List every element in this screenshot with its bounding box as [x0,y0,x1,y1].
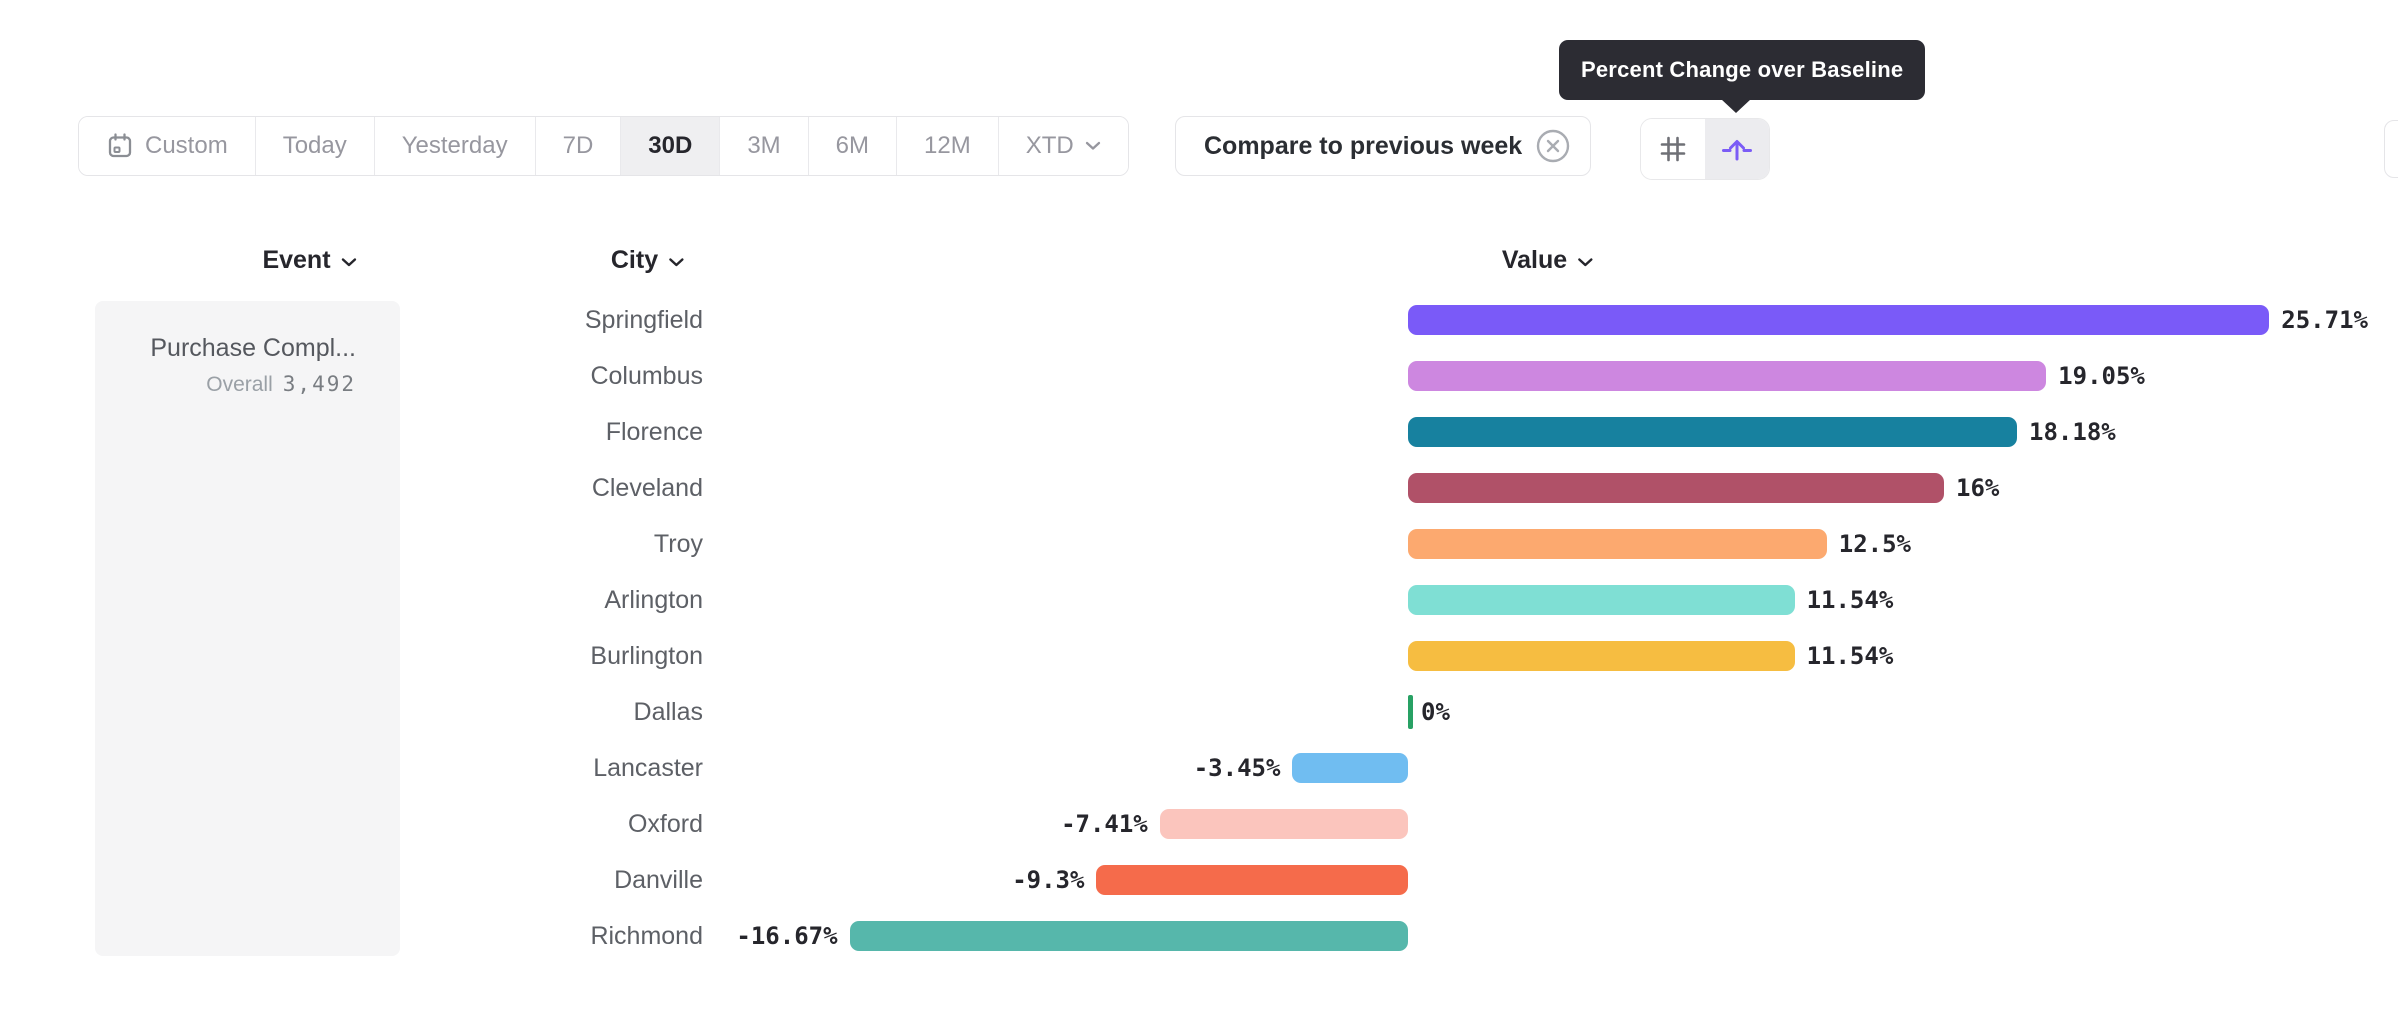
chevron-down-icon [669,257,684,266]
event-card[interactable]: Purchase Compl... Overall 3,492 [95,301,400,956]
chart-row: Dallas 0% [0,684,2398,740]
chart-row: Richmond -16.67% [0,908,2398,964]
bar-springfield[interactable] [1408,305,2270,335]
percent-baseline-arrow-icon [1722,140,1752,161]
city-label: Troy [653,530,703,558]
date-range-12m[interactable]: 12M [897,117,999,175]
chart-row: Troy 12.5% [0,516,2398,572]
value-label: 25.71% [2281,306,2368,334]
city-label: Burlington [590,642,703,670]
city-label: Dallas [633,698,703,726]
bar-chart: Springfield 25.71% Columbus 19.05% Florence 1… [0,292,2398,964]
circle-x-icon[interactable] [1536,129,1570,163]
chart-row: Oxford -7.41% [0,796,2398,852]
column-header-event[interactable]: Event [262,246,357,275]
compare-label: Compare to previous week [1204,131,1523,160]
zero-tick [1408,695,1413,729]
chart-view-toggle [1640,118,1770,180]
event-card-metric-label: Overall [206,373,273,396]
chart-row: Florence 18.18% [0,404,2398,460]
chart-row: Columbus 19.05% [0,348,2398,404]
column-header-event-label: Event [262,246,331,274]
city-label: Springfield [584,306,703,334]
percent-baseline-arrow-icon-button[interactable] [1705,119,1769,179]
value-label: -3.45% [1193,754,1281,782]
city-label: Florence [605,418,703,446]
column-header-value-label: Value [1501,246,1568,274]
event-card-metric: Overall 3,492 [105,369,356,400]
bar-danville[interactable] [1096,865,1408,895]
date-range-yesterday[interactable]: Yesterday [374,117,536,175]
bar-lancaster[interactable] [1292,753,1408,783]
value-label: 16% [1956,474,2000,502]
value-label: -16.67% [736,922,838,950]
bar-troy[interactable] [1408,529,1827,559]
city-label: Danville [614,866,703,894]
value-label: 0% [1421,698,1450,726]
date-range-group: Custom Today Yesterday 7D 30D 3M 6M 12M XTD [78,116,1129,176]
calendar-icon [108,133,132,158]
city-label: Columbus [590,362,703,390]
bar-oxford[interactable] [1159,809,1408,839]
bar-cleveland[interactable] [1408,473,1944,503]
chart-row: Arlington 11.54% [0,572,2398,628]
value-label: 11.54% [1806,586,1894,614]
chart-row: Cleveland 16% [0,460,2398,516]
tooltip-text: Percent Change over Baseline [1581,57,1904,82]
date-range-30d[interactable]: 30D [621,117,721,175]
column-header-value[interactable]: Value [1502,246,1594,275]
bar-florence[interactable] [1408,417,2018,447]
chevron-down-icon [341,257,357,266]
city-label: Cleveland [591,474,703,502]
tooltip: Percent Change over Baseline [1559,40,1926,113]
bar-arlington[interactable] [1408,585,1795,615]
city-label: Lancaster [593,754,703,782]
chevron-down-icon [1578,257,1593,266]
value-label: 19.05% [2058,362,2145,390]
bar-richmond[interactable] [849,921,1408,951]
date-range-7d[interactable]: 7D [535,117,622,175]
date-range-custom[interactable]: Custom [79,117,256,175]
date-range-3m[interactable]: 3M [720,117,809,175]
value-label: 18.18% [2029,418,2116,446]
chart-row: Burlington 11.54% [0,628,2398,684]
chevron-down-icon [1085,141,1100,150]
date-range-6m[interactable]: 6M [808,117,897,175]
compare-button[interactable]: Compare to previous week [1175,116,1592,176]
chart-row: Lancaster -3.45% [0,740,2398,796]
city-label: Arlington [604,586,703,614]
grid-hash-icon [1660,136,1686,162]
column-header-city-label: City [610,246,659,274]
value-label: 11.54% [1806,642,1894,670]
tooltip-caret-icon [1721,99,1751,113]
grid-hash-icon-button[interactable] [1641,119,1705,179]
date-range-today[interactable]: Today [255,117,375,175]
value-label: 12.5% [1838,530,1911,558]
column-header-city[interactable]: City [611,246,685,275]
chart-row: Springfield 25.71% [0,292,2398,348]
bar-burlington[interactable] [1408,641,1795,671]
value-label: -9.3% [1012,866,1085,894]
bar-columbus[interactable] [1408,361,2047,391]
city-label: Richmond [590,922,703,950]
event-card-title: Purchase Compl... [150,334,356,362]
value-label: -7.41% [1061,810,1148,838]
date-range-xtd[interactable]: XTD [998,117,1128,175]
event-card-metric-value: 3,492 [282,372,356,396]
city-label: Oxford [627,810,703,838]
chart-row: Danville -9.3% [0,852,2398,908]
clipped-right-button[interactable] [2384,120,2398,178]
